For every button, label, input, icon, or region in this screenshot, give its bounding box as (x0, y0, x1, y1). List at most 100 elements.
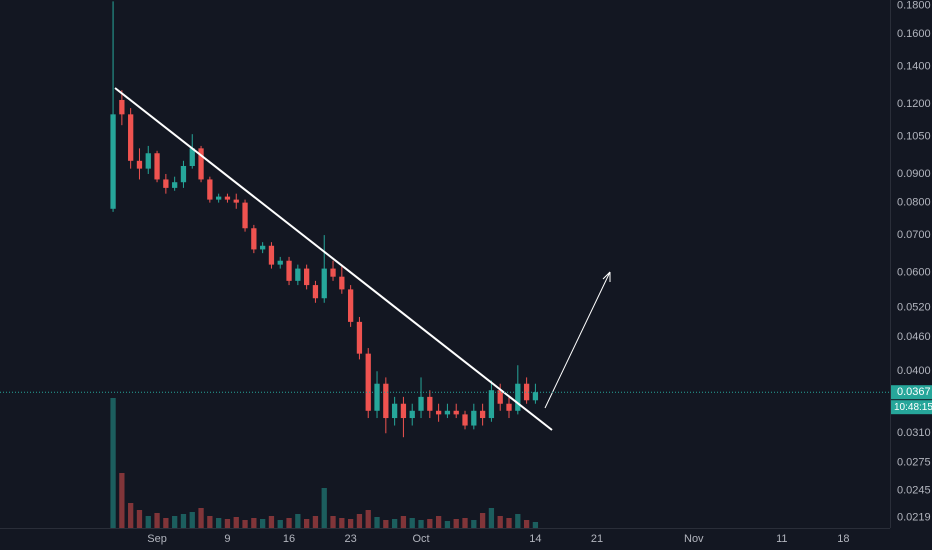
candle-body (418, 396, 424, 411)
candle-body (303, 268, 310, 286)
volume-bar (136, 510, 143, 528)
arrow-line (544, 271, 611, 409)
y-tick-label: 0.0800 (897, 197, 931, 209)
candle-body (427, 396, 433, 411)
volume-bar (330, 516, 336, 528)
candle-body (347, 289, 354, 322)
countdown-label: 10:48:15 (894, 402, 932, 413)
candle-body (391, 403, 398, 419)
candle-body (233, 199, 239, 203)
y-tick-label: 0.0900 (897, 168, 931, 180)
candle-body (444, 410, 451, 415)
volume-bar (154, 513, 160, 528)
volume-bar (462, 518, 468, 528)
volume-bar (145, 516, 151, 528)
candle-body (515, 383, 521, 411)
candle-body (163, 179, 169, 188)
volume-bar (295, 514, 301, 528)
volume-bar (532, 522, 539, 528)
candle-body (145, 153, 151, 169)
volume-bar (189, 512, 195, 528)
candle-body (295, 268, 301, 281)
volume-bar (391, 519, 398, 528)
volume-bar (515, 514, 521, 528)
candle-body (462, 414, 468, 426)
volume-bar (365, 510, 371, 528)
last-price-tag (891, 385, 932, 400)
candle-body (154, 153, 160, 180)
candle-body (321, 268, 327, 299)
candle-body (523, 383, 530, 401)
y-tick-label: 0.0310 (897, 427, 931, 439)
volume-bar (418, 520, 424, 528)
volume-bar (268, 516, 275, 528)
volume-bar (260, 519, 266, 528)
x-tick-label: Sep (147, 533, 167, 545)
arrow-head (602, 271, 611, 282)
volume-bar (286, 518, 292, 528)
volume-bar (303, 519, 310, 528)
volume-bar (444, 521, 451, 528)
candle-body (374, 383, 380, 411)
volume-bar (427, 519, 433, 528)
x-tick-label: Oct (412, 533, 429, 545)
candle-body (172, 182, 178, 188)
y-tick-label: 0.1200 (897, 98, 931, 110)
candle-body (286, 260, 292, 281)
volume-bar (356, 514, 363, 528)
volume-bar (119, 473, 125, 528)
y-tick-label: 0.1400 (897, 60, 931, 72)
volume-bar (339, 518, 345, 528)
y-tick-label: 0.0460 (897, 331, 931, 343)
volume-bar (479, 513, 486, 528)
y-tick-label: 0.0520 (897, 301, 931, 313)
candle-body (479, 410, 486, 419)
y-tick-label: 0.1050 (897, 130, 931, 142)
y-tick-label: 0.1800 (897, 0, 931, 11)
x-tick-label: Nov (684, 533, 704, 545)
volume-bar (383, 520, 389, 528)
candle-body (251, 228, 257, 250)
candle-body (532, 392, 539, 401)
candle-body (339, 276, 345, 290)
volume-bar (497, 516, 503, 528)
candle-body (383, 383, 389, 419)
volume-bar (435, 516, 442, 528)
volume-bar (163, 518, 169, 528)
candle-body (110, 114, 116, 209)
y-tick-label: 0.0400 (897, 365, 931, 377)
volume-bar (347, 519, 354, 528)
volume-bar (277, 520, 283, 528)
volume-bar (110, 398, 116, 528)
x-tick-label: 23 (345, 533, 357, 545)
candle-body (497, 390, 503, 404)
x-tick-label: 18 (837, 533, 849, 545)
candle-body (471, 410, 477, 426)
candle-body (400, 403, 407, 419)
volume-bar (180, 514, 187, 528)
candle-body (506, 403, 512, 411)
x-tick-label: 11 (776, 533, 787, 545)
volume-bar (128, 503, 134, 528)
volume-bar (321, 488, 327, 528)
candle-body (207, 179, 213, 200)
last-price-label: 0.0367 (897, 386, 931, 398)
candle-body (136, 160, 143, 169)
candle-body (409, 410, 415, 419)
candle-body (119, 99, 125, 115)
candle-body (224, 196, 231, 200)
trend-line (114, 87, 553, 431)
volume-bar (400, 516, 407, 528)
volume-bar (207, 516, 213, 528)
y-tick-label: 0.0700 (897, 229, 931, 241)
candle-body (180, 165, 187, 183)
x-tick-label: 21 (591, 533, 603, 545)
y-tick-label: 0.0275 (897, 456, 931, 468)
y-tick-label: 0.0219 (897, 512, 931, 524)
candle-body (277, 260, 283, 265)
volume-bar (312, 516, 319, 528)
volume-bar (409, 518, 415, 528)
